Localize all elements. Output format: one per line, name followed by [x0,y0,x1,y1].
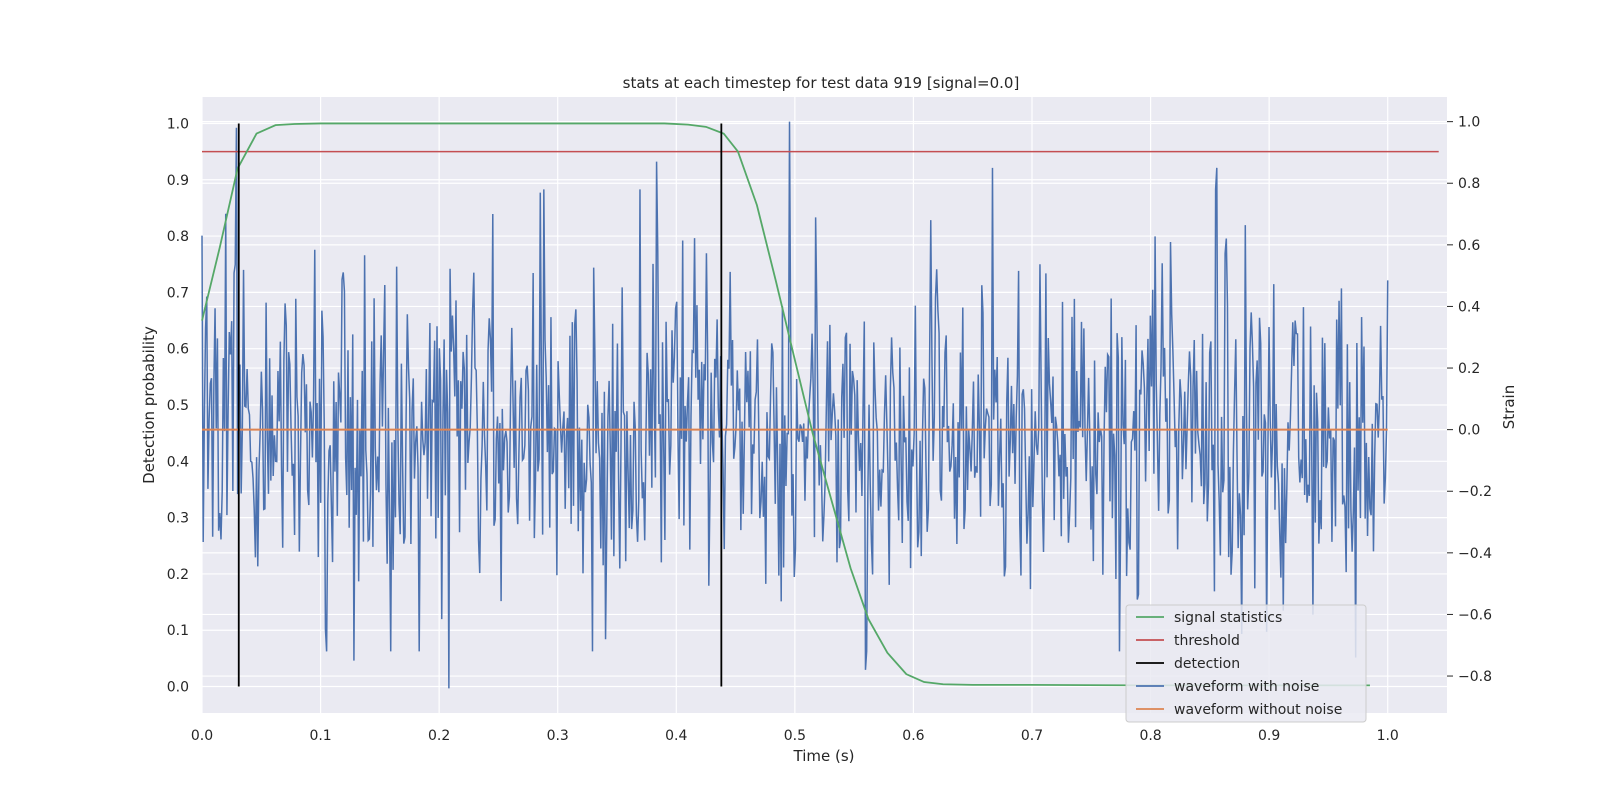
left-tick-label: 0.1 [167,623,189,639]
series-signal-statistics [201,122,1370,687]
left-tick-label: 0.3 [167,511,189,527]
right-axis-label: Strain [1500,385,1518,429]
right-tick-label: 1.0 [1458,115,1480,131]
x-tick-label: 1.0 [1377,728,1399,744]
left-axis-ticks: 0.0 0.1 0.2 0.3 0.4 0.5 0.6 0.7 0.8 0.9 1.0 [167,116,189,695]
left-axis-label: Detection probability [140,326,158,484]
left-tick-label: 0.5 [167,398,189,414]
x-tick-label: 0.2 [428,728,450,744]
right-tick-label: 0.4 [1458,299,1480,315]
chart-title: stats at each timestep for test data 919… [623,74,1020,92]
right-tick-label: 0.8 [1458,176,1480,192]
legend-label-threshold: threshold [1174,633,1240,649]
right-tick-label: 0.2 [1458,361,1480,377]
left-tick-label: 0.9 [167,173,189,189]
right-tick-label: −0.8 [1458,669,1492,685]
x-tick-label: 0.1 [309,728,331,744]
x-tick-label: 0.4 [665,728,687,744]
x-tick-label: 0.0 [191,728,213,744]
left-tick-label: 0.7 [167,285,189,301]
x-axis-ticks: 0.0 0.1 0.2 0.3 0.4 0.5 0.6 0.7 0.8 0.9 1.0 [191,728,1399,744]
series-waveform-with-noise [201,121,1389,689]
right-tick-label: −0.2 [1458,484,1492,500]
x-tick-label: 0.5 [784,728,806,744]
x-tick-label: 0.8 [1139,728,1161,744]
left-tick-label: 1.0 [167,116,189,132]
right-tick-label: −0.4 [1458,546,1492,562]
left-tick-label: 0.2 [167,567,189,583]
series-layer [201,121,1439,689]
right-tick-label: 0.6 [1458,238,1480,254]
x-axis-label: Time (s) [793,747,855,765]
right-axis-ticks: −0.8 −0.6 −0.4 −0.2 0.0 0.2 0.4 0.6 0.8 1.0 [1447,115,1492,685]
x-tick-label: 0.9 [1258,728,1280,744]
x-tick-label: 0.6 [902,728,924,744]
right-tick-label: −0.6 [1458,607,1492,623]
legend-frame [1125,604,1367,723]
legend-label-detection: detection [1174,656,1240,672]
x-tick-label: 0.3 [547,728,569,744]
x-tick-label: 0.7 [1021,728,1043,744]
legend-label-signal-statistics: signal statistics [1174,610,1282,626]
left-tick-label: 0.6 [167,342,189,358]
left-tick-label: 0.4 [167,454,189,470]
legend-label-waveform-with-noise: waveform with noise [1174,679,1319,695]
left-tick-label: 0.0 [167,680,189,696]
left-tick-label: 0.8 [167,229,189,245]
legend-label-waveform-without-noise: waveform without noise [1174,702,1342,718]
legend: signal statistics threshold detection wa… [1125,604,1367,723]
right-tick-label: 0.0 [1458,423,1480,439]
